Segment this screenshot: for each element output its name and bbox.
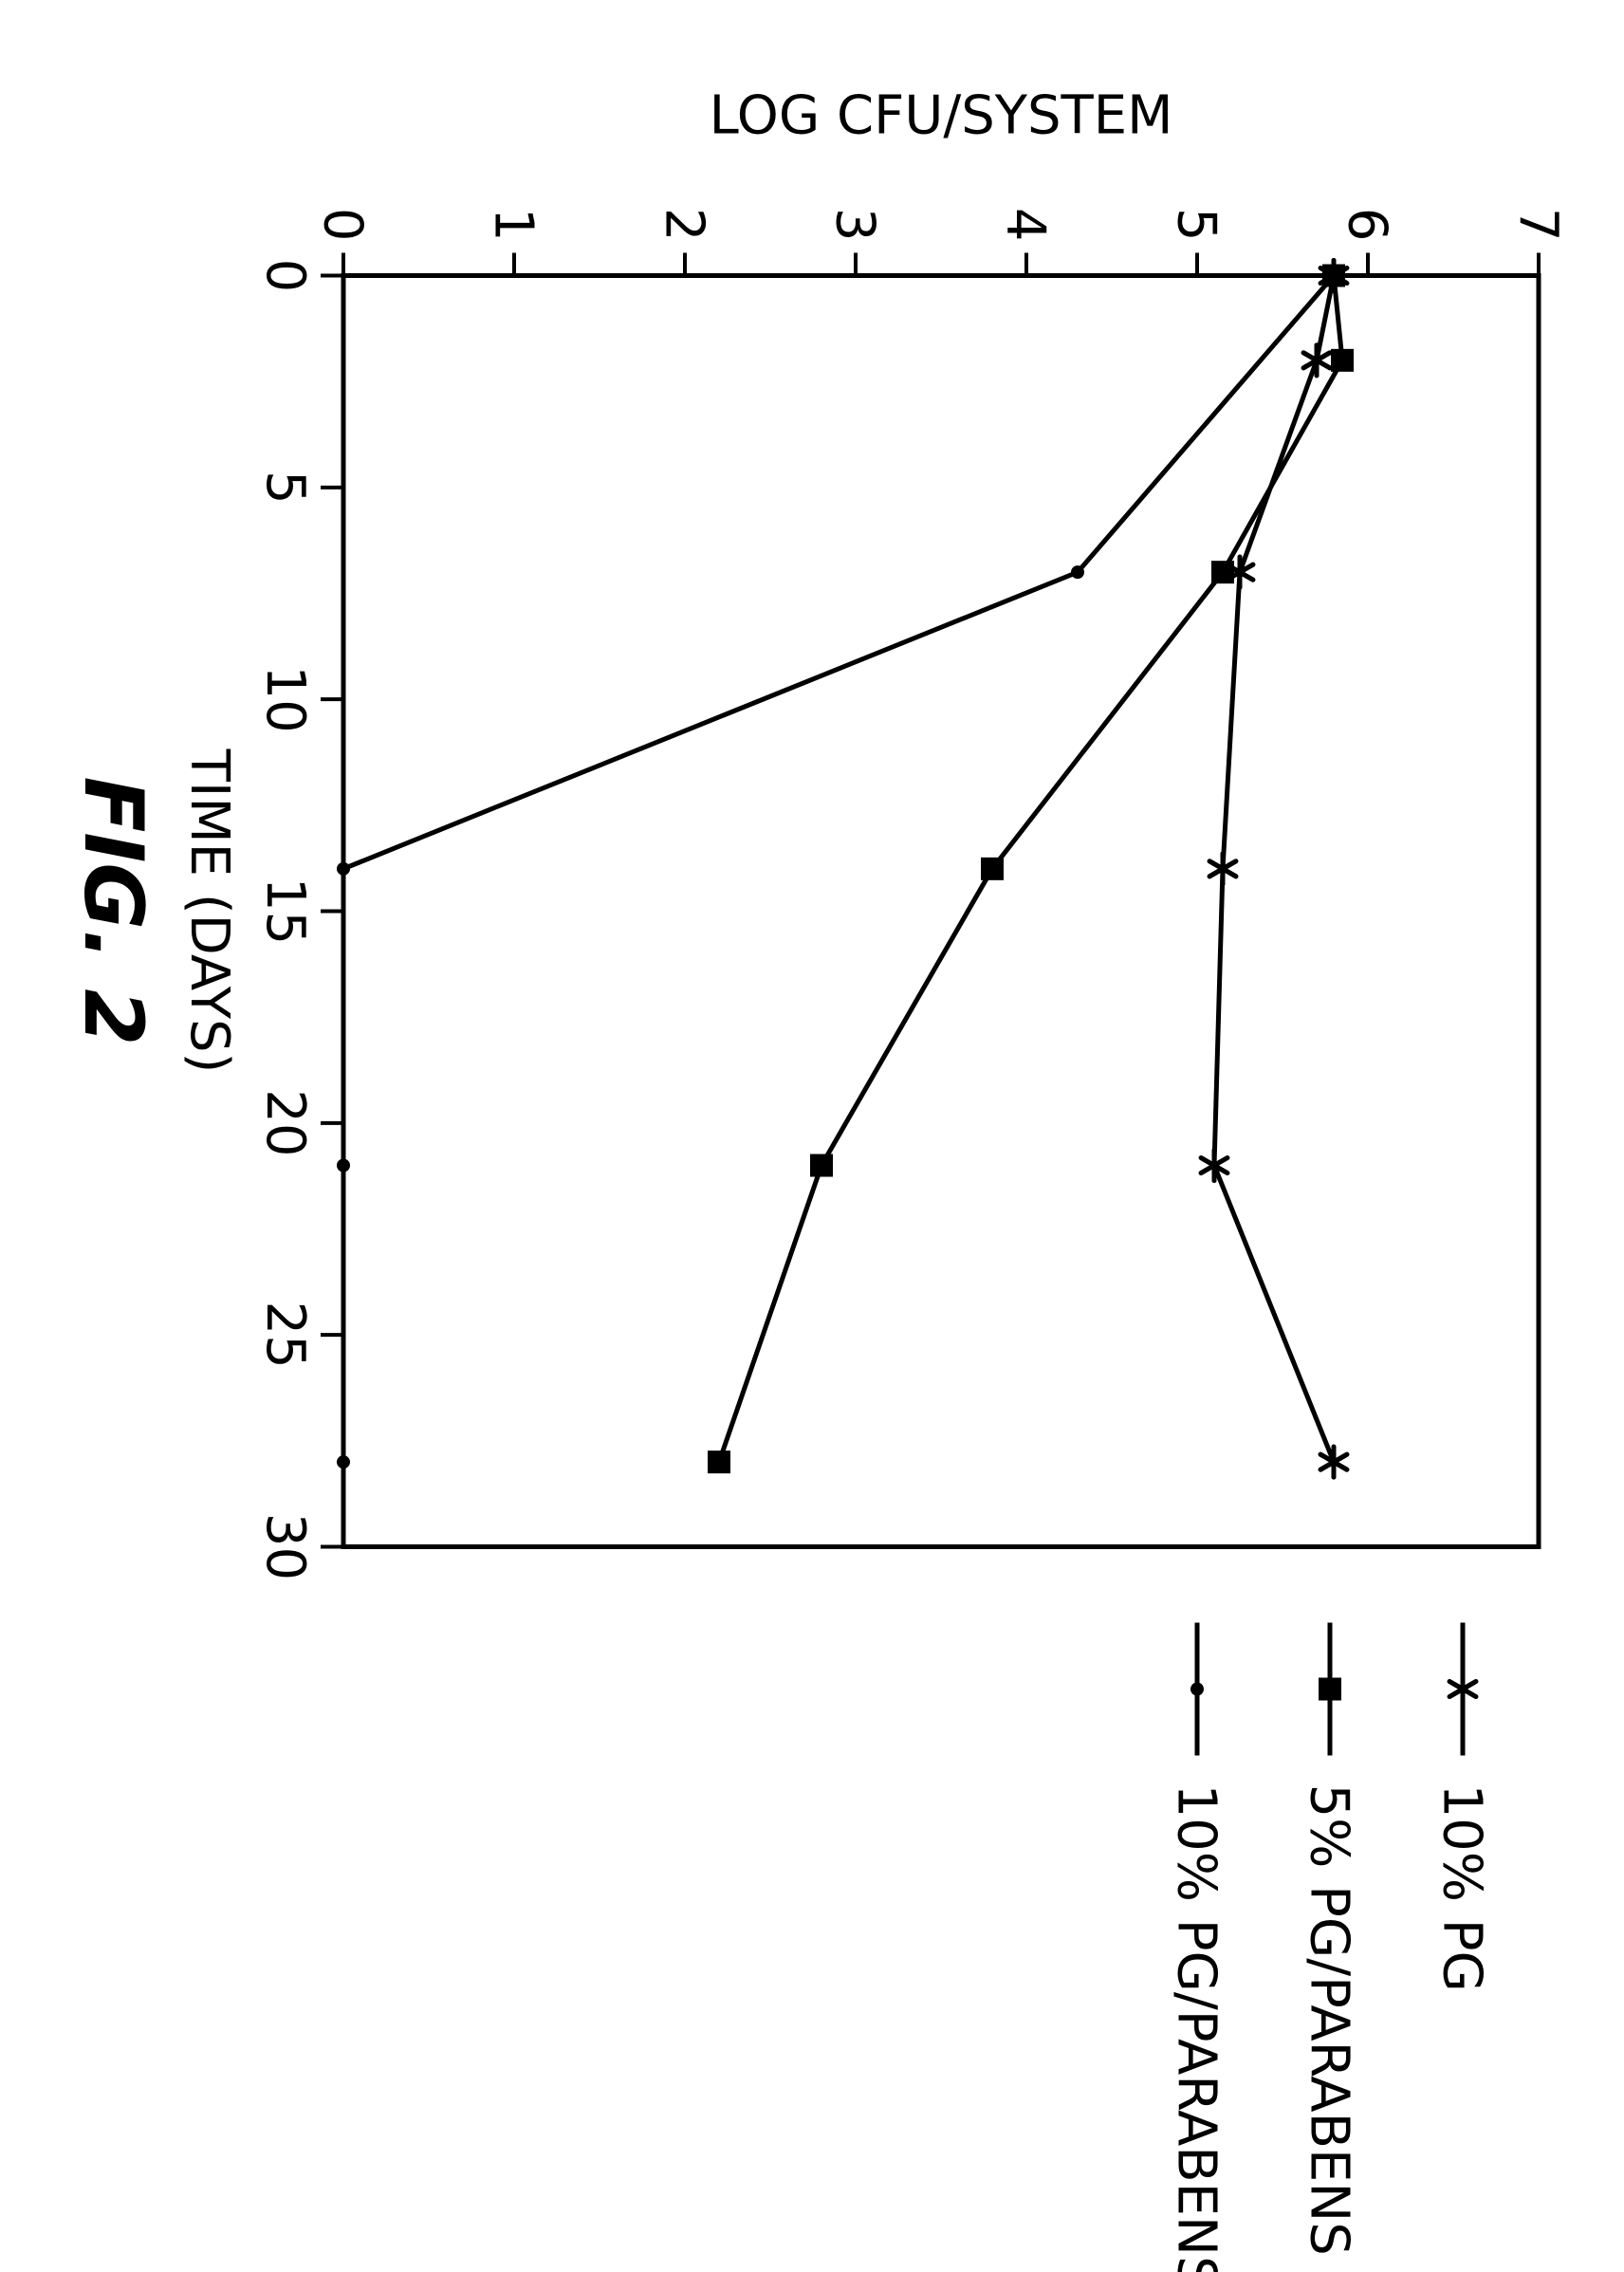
x-tick-label: 25: [254, 1301, 316, 1368]
marker-dot-icon: [337, 1455, 350, 1468]
y-tick-label: 3: [823, 207, 885, 241]
figure-caption: FIG. 2: [65, 776, 160, 1045]
page: 0 5 10 15 20 25 30 0 1 2 3 4 5 6 7 10% PG 5% PG/PARABEN…: [0, 0, 1624, 2272]
figure-rotated-wrapper: 0 5 10 15 20 25 30 0 1 2 3 4 5 6 7 10% PG 5% PG/PARABEN…: [0, 0, 1624, 2272]
legend-item: 10% PG/PARABENS: [1165, 1622, 1227, 2272]
series-line: [1214, 275, 1334, 1462]
y-tick-label: 4: [994, 207, 1056, 241]
legend-item: 5% PG/PARABENS: [1298, 1622, 1359, 2255]
marker-square-icon: [1211, 561, 1234, 583]
x-tick-label: 0: [254, 258, 316, 292]
marker-square-icon: [981, 857, 1004, 879]
y-tick-label: 0: [311, 207, 373, 241]
series: [1201, 260, 1347, 1477]
x-tick-label: 20: [254, 1089, 316, 1156]
legend-item: 10% PG: [1430, 1622, 1492, 1991]
line-chart: 0 5 10 15 20 25 30 0 1 2 3 4 5 6 7 10% PG 5% PG/PARABEN…: [0, 0, 1624, 2272]
y-tick-label: 2: [653, 207, 714, 241]
series: [708, 264, 1354, 1473]
marker-square-icon: [1331, 348, 1354, 371]
legend-label: 10% PG: [1430, 1783, 1492, 1991]
x-tick-label: 5: [254, 471, 316, 505]
marker-square-icon: [1319, 1677, 1341, 1700]
series: [337, 268, 1340, 1468]
plot-frame: [343, 275, 1539, 1546]
legend-label: 5% PG/PARABENS: [1298, 1783, 1359, 2255]
y-tick-label: 7: [1506, 207, 1568, 241]
series-line: [719, 275, 1342, 1462]
y-tick-label: 6: [1336, 207, 1397, 241]
y-tick-label: 1: [482, 207, 544, 241]
y-tick-label: 5: [1165, 207, 1227, 241]
marker-dot-icon: [1190, 1682, 1204, 1695]
y-axis-label: LOG CFU/SYSTEM: [710, 84, 1173, 146]
marker-asterisk-icon: [1209, 853, 1236, 883]
x-tick-label: 15: [254, 877, 316, 944]
marker-asterisk-icon: [1449, 1673, 1476, 1704]
series-line: [343, 275, 1334, 1462]
marker-asterisk-icon: [1303, 344, 1330, 375]
marker-asterisk-icon: [1320, 1447, 1347, 1477]
marker-asterisk-icon: [1201, 1150, 1227, 1180]
x-tick-label: 30: [254, 1512, 316, 1579]
x-tick-label: 10: [254, 665, 316, 732]
legend-label: 10% PG/PARABENS: [1165, 1783, 1227, 2272]
marker-square-icon: [810, 1154, 833, 1176]
marker-square-icon: [708, 1450, 730, 1473]
x-axis-label: TIME (DAYS): [178, 748, 240, 1073]
marker-dot-icon: [337, 1158, 350, 1172]
marker-dot-icon: [337, 861, 350, 875]
